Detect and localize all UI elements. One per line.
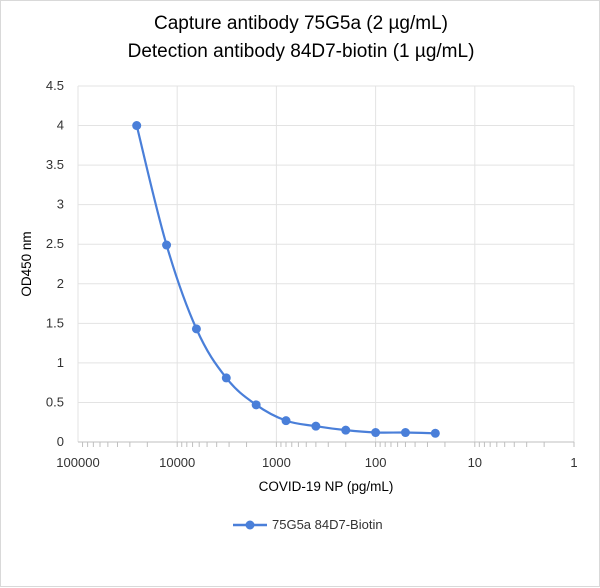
x-tick-label: 100	[365, 455, 387, 470]
y-tick-label: 4.5	[46, 78, 64, 93]
legend: 75G5a 84D7-Biotin	[233, 517, 383, 532]
chart-title-line-1: Capture antibody 75G5a (2 µg/mL)	[154, 13, 448, 34]
y-tick-label: 3.5	[46, 157, 64, 172]
data-point	[400, 428, 410, 438]
y-tick-label: 3	[57, 197, 64, 212]
chart-title-line-2: Detection antibody 84D7-biotin (1 µg/mL)	[127, 41, 475, 62]
y-tick-label: 0	[57, 434, 64, 449]
legend-label: 75G5a 84D7-Biotin	[272, 517, 383, 532]
x-tick-label: 1000	[262, 455, 291, 470]
x-axis-label: COVID-19 NP (pg/mL)	[259, 479, 394, 494]
y-axis-label: OD450 nm	[19, 231, 34, 296]
y-tick-label: 2	[57, 276, 64, 291]
y-tick-label: 0.5	[46, 394, 64, 409]
y-tick-label: 2.5	[46, 236, 64, 251]
y-tick-label: 4	[57, 118, 64, 133]
series-line	[135, 125, 436, 435]
data-point	[162, 240, 172, 250]
data-point	[311, 421, 321, 431]
y-tick-label: 1	[57, 355, 64, 370]
x-tick-label: 10000	[159, 455, 195, 470]
data-point	[371, 428, 381, 438]
legend-marker	[245, 520, 255, 530]
x-tick-label: 100000	[56, 455, 99, 470]
x-tick-label: 10	[468, 455, 482, 470]
x-tick-label: 1	[570, 455, 577, 470]
data-point	[221, 373, 231, 383]
data-point	[251, 400, 261, 410]
data-point	[430, 428, 440, 438]
data-point	[281, 416, 291, 426]
data-point	[341, 425, 351, 435]
data-point	[191, 324, 201, 334]
y-tick-label: 1.5	[46, 315, 64, 330]
data-point	[132, 121, 142, 131]
